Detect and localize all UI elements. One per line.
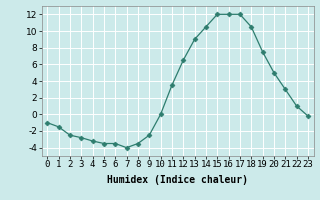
X-axis label: Humidex (Indice chaleur): Humidex (Indice chaleur) <box>107 175 248 185</box>
